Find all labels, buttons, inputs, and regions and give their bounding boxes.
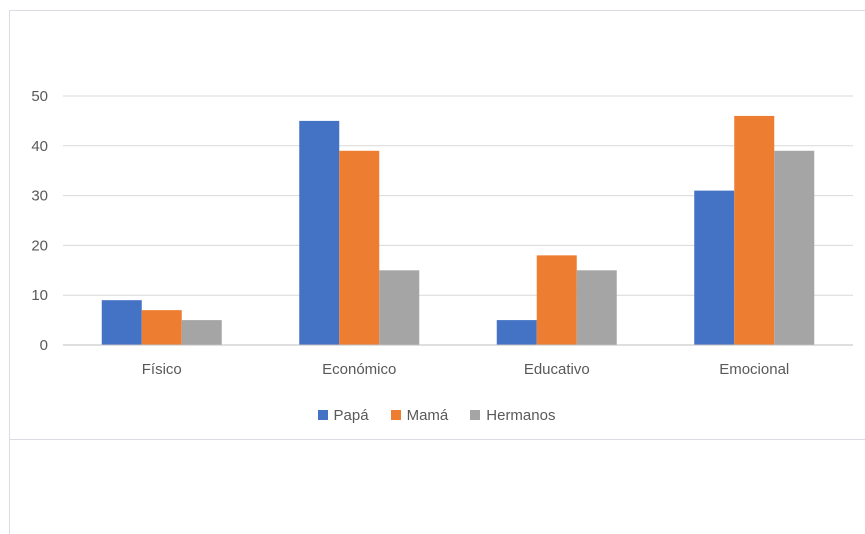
legend-item-papa: Papá	[317, 406, 369, 424]
y-tick-label: 30	[31, 188, 48, 205]
bar-emocional-mamá	[734, 115, 775, 345]
x-category-label: Educativo	[524, 361, 590, 378]
legend-swatch-mama	[390, 410, 401, 420]
legend-label-mama: Mamá	[406, 406, 449, 424]
legend-swatch-hermanos	[470, 410, 481, 420]
bar-emocional-papá	[694, 190, 735, 345]
legend-item-mama: Mamá	[390, 406, 449, 424]
legend-item-hermanos: Hermanos	[470, 407, 555, 424]
x-category-label: Emocional	[719, 361, 789, 378]
x-category-label: Económico	[322, 361, 396, 378]
y-tick-label: 50	[31, 88, 48, 105]
bar-físico-mamá	[141, 310, 182, 345]
legend-swatch-papa	[317, 410, 328, 420]
y-tick-label: 0	[40, 337, 48, 354]
x-axis-categories: Físico Económico Educativo Emocional	[142, 361, 790, 378]
legend-label-hermanos: Hermanos	[486, 406, 556, 424]
x-category-label: Físico	[142, 361, 182, 378]
bar-económico-papá	[299, 120, 340, 346]
y-tick-label: 10	[31, 287, 48, 304]
chart-frame	[9, 10, 865, 440]
bar-físico-hermanos	[181, 320, 222, 345]
bar-físico-papá	[101, 300, 142, 345]
bar-educativo-hermanos	[576, 270, 617, 345]
bar-económico-mamá	[339, 150, 380, 345]
bar-educativo-mamá	[536, 255, 577, 345]
legend-label-papa: Papá	[333, 406, 369, 424]
y-axis-ticks: 0 10 20 30 40 50	[31, 88, 48, 354]
frame-divider	[9, 440, 10, 534]
y-tick-label: 20	[31, 237, 48, 254]
bar-educativo-papá	[496, 320, 537, 345]
legend: Papá Mamá Hermanos	[0, 404, 865, 426]
y-tick-label: 40	[31, 138, 48, 155]
bar-económico-hermanos	[379, 270, 420, 345]
bars	[101, 115, 815, 346]
bar-emocional-hermanos	[774, 150, 815, 345]
